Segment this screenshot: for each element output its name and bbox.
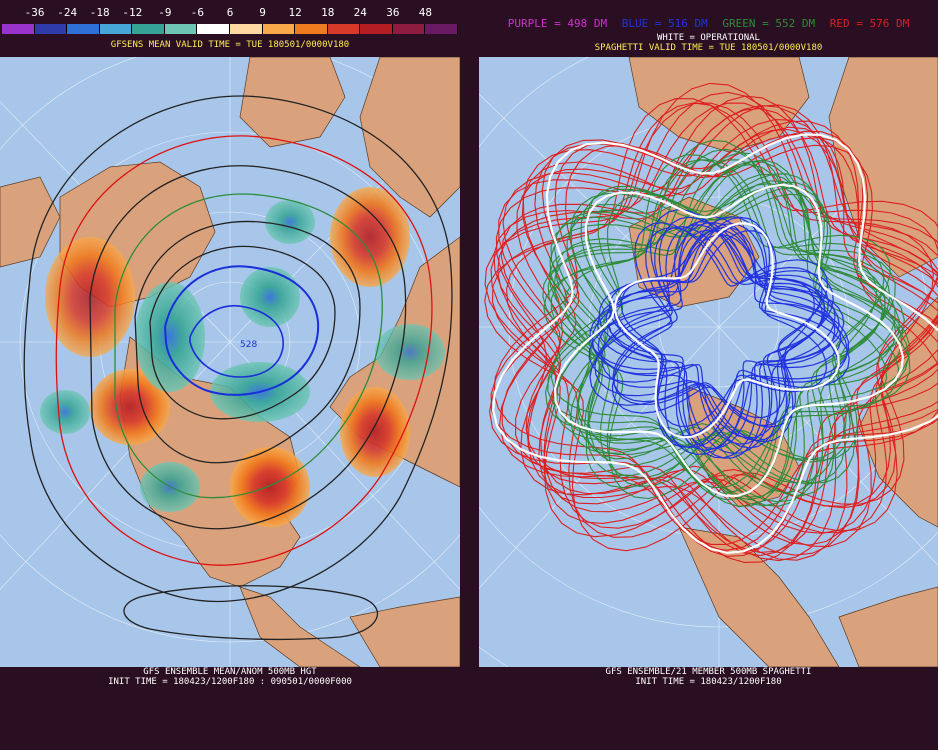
colorbar-segment	[425, 24, 458, 34]
ensemble-member-contour	[484, 98, 938, 552]
colorbar-label: -12	[122, 6, 143, 19]
colorbar-segment	[164, 24, 198, 34]
colorbar-segment	[99, 24, 133, 34]
ensemble-member-contour	[549, 152, 886, 497]
ensemble-member-contour	[547, 148, 891, 485]
colorbar-segment	[67, 24, 100, 34]
ensemble-member-contour	[490, 137, 938, 551]
ensemble-member-contour	[597, 229, 823, 445]
height-contours	[23, 95, 453, 640]
ensemble-member-contour	[620, 230, 828, 428]
ensemble-member-contour	[614, 222, 839, 437]
mean-map-svg: 528	[0, 57, 460, 667]
colorbar-bar	[2, 24, 458, 34]
ensemble-member-contour	[600, 224, 825, 439]
colorbar-label: -6	[190, 6, 205, 19]
ensemble-mean-panel: -36 -24 -18 -12 -9 -6 6 9 12 18 24 36 48 GFSENS MEAN…	[0, 0, 460, 750]
spaghetti-contours	[484, 82, 938, 563]
colorbar-label: 18	[321, 6, 335, 19]
colorbar-segment	[229, 24, 263, 34]
legend-blue: BLUE = 516 DM	[621, 17, 708, 30]
ensemble-member-contour	[598, 216, 850, 456]
ensemble-member-contour	[613, 223, 848, 449]
colorbar-segment	[262, 24, 296, 34]
ensemble-member-contour	[493, 95, 938, 548]
operational-contour	[614, 222, 840, 439]
ensemble-member-contour	[500, 107, 938, 546]
colorbar-segment	[360, 24, 393, 34]
ensemble-member-contour	[547, 187, 899, 494]
colorbar-label: -9	[158, 6, 172, 19]
ensemble-member-contour	[491, 102, 938, 538]
colorbar-label: 48	[418, 6, 433, 19]
operational-contour	[553, 183, 905, 498]
colorbar-label: 36	[386, 6, 400, 19]
colorbar-segment	[197, 24, 230, 34]
spaghetti-map-title: SPAGHETTI VALID TIME = TUE 180501/0000V1…	[594, 43, 823, 53]
colorbar-label: 12	[288, 6, 302, 19]
legend-purple: PURPLE = 498 DM	[507, 17, 608, 30]
height-anomaly-shading	[40, 187, 445, 527]
mean-footer-line1: GFS ENSEMBLE MEAN/ANOM 500MB HGT	[143, 667, 317, 677]
spaghetti-panel: PURPLE = 498 DM BLUE = 516 DM GREEN = 55…	[479, 0, 938, 750]
ensemble-member-contour	[495, 105, 938, 556]
colorbar-segment	[34, 24, 68, 34]
colorbar-label: 9	[259, 6, 266, 19]
ensemble-member-contour	[554, 173, 900, 507]
ensemble-member-contour	[542, 139, 896, 489]
ensemble-member-contour	[502, 119, 938, 562]
ensemble-member-contour	[613, 227, 823, 427]
spaghetti-footer-line1: GFS ENSEMBLE/21 MEMBER 500MB SPAGHETTI	[605, 667, 812, 677]
operational-contour	[491, 133, 938, 554]
mean-map-title: GFSENS MEAN VALID TIME = TUE 180501/0000…	[110, 40, 350, 50]
mean-footer-line2: INIT TIME = 180423/1200F180 : 090501/000…	[108, 677, 352, 687]
panel-divider	[460, 0, 479, 750]
ensemble-member-contour	[612, 226, 815, 419]
spaghetti-legend: PURPLE = 498 DM BLUE = 516 DM GREEN = 55…	[479, 18, 938, 30]
spaghetti-map-svg	[479, 57, 938, 667]
spaghetti-footer-line2: INIT TIME = 180423/1200F180	[635, 677, 782, 687]
legend-red: RED = 576 DM	[829, 17, 910, 30]
spaghetti-map	[479, 57, 938, 667]
anomaly-colorbar: -36 -24 -18 -12 -9 -6 6 9 12 18 24 36 48	[2, 4, 458, 34]
ensemble-member-contour	[588, 221, 826, 449]
colorbar-segment	[2, 24, 35, 34]
contour-label-528: 528	[240, 340, 257, 350]
ensemble-member-contour	[556, 185, 910, 497]
colorbar-segment	[132, 24, 165, 34]
colorbar-labels: -36 -24 -18 -12 -9 -6 6 9 12 18 24 36 48	[2, 4, 458, 22]
legend-green: GREEN = 552 DM	[722, 17, 816, 30]
ensemble-member-contour	[515, 126, 938, 557]
colorbar-segment	[295, 24, 328, 34]
colorbar-label: -36	[24, 6, 45, 19]
ensemble-member-contour	[611, 222, 829, 428]
colorbar-segment	[327, 24, 361, 34]
ensemble-member-contour	[498, 104, 938, 561]
ensemble-member-contour	[497, 102, 938, 534]
operational-label: WHITE = OPERATIONAL	[657, 33, 760, 43]
ensemble-member-contour	[490, 91, 938, 534]
colorbar-label: -24	[57, 6, 78, 19]
ensemble-member-contour	[553, 159, 886, 484]
mean-anomaly-map: 528	[0, 57, 460, 667]
ensemble-member-contour	[499, 120, 938, 563]
colorbar-label: -18	[89, 6, 110, 19]
colorbar-label: 6	[226, 6, 234, 19]
colorbar-segment	[392, 24, 426, 34]
ensemble-member-contour	[493, 144, 938, 545]
colorbar-label: 24	[353, 6, 367, 19]
